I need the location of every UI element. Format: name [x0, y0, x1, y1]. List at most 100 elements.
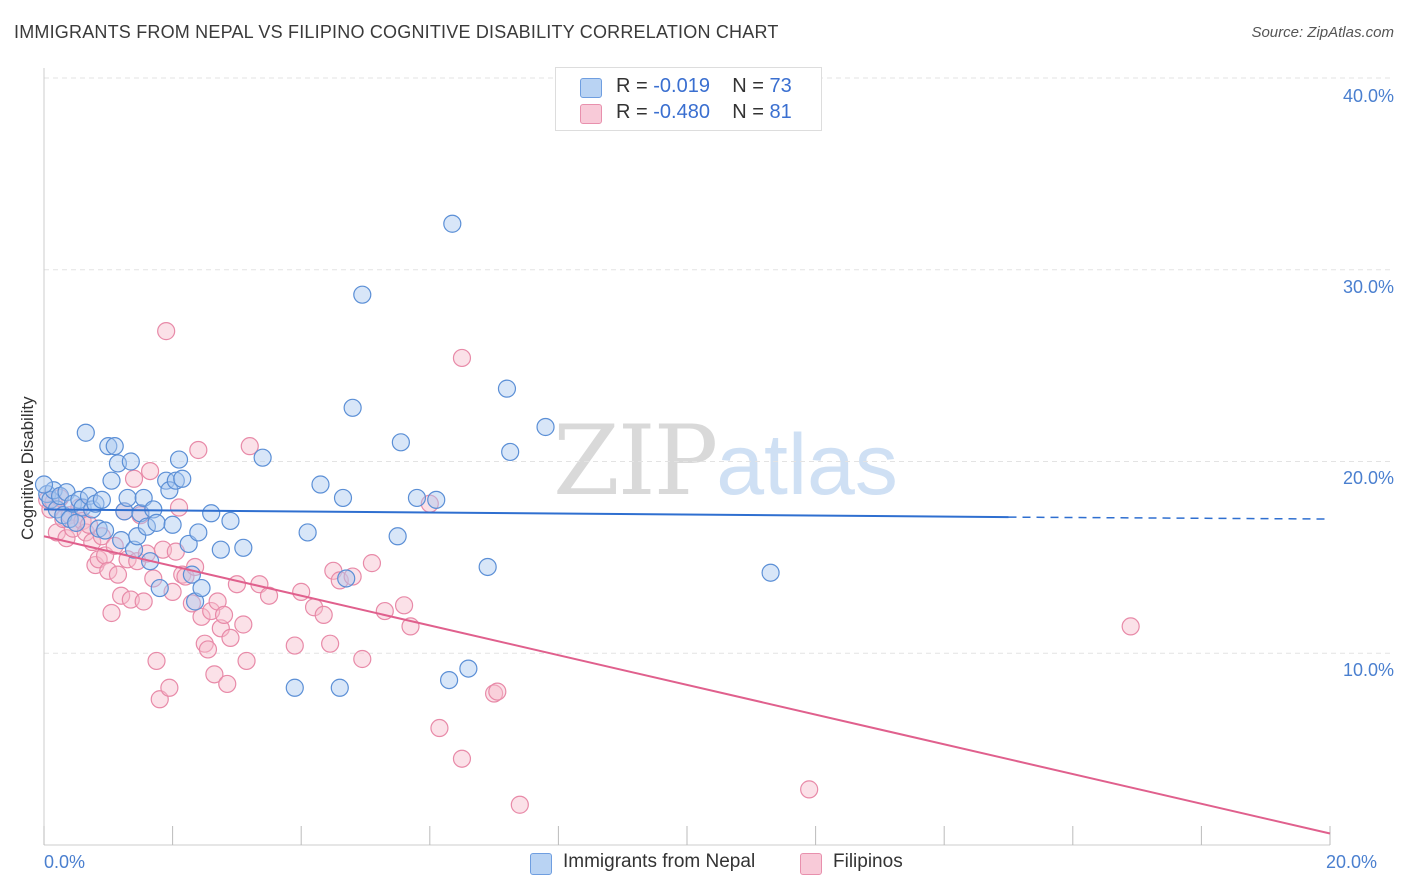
nepal-point	[202, 504, 221, 523]
nepal-point	[443, 214, 462, 233]
axes	[43, 68, 1331, 846]
filipino-point	[321, 634, 340, 653]
nepal-trend-line	[43, 508, 1009, 519]
filipinos-swatch	[580, 104, 602, 124]
filipino-point	[343, 567, 362, 586]
filipino-point	[157, 322, 176, 341]
nepal-point	[92, 490, 111, 509]
filipino-point	[488, 682, 507, 701]
nepal-point	[173, 469, 192, 488]
filipino-point	[147, 651, 166, 671]
filipino-point	[112, 586, 131, 605]
filipino-point	[314, 605, 333, 625]
nepal-point	[333, 488, 353, 508]
r-label: R =	[616, 101, 648, 123]
filipino-point	[800, 780, 819, 799]
filipino-point	[189, 440, 208, 460]
nepal-point	[330, 678, 349, 697]
filipino-point	[353, 649, 372, 669]
nepal-point	[234, 538, 253, 557]
filipino-point	[198, 640, 218, 659]
filipino-point	[102, 603, 121, 623]
n-value: 81	[769, 101, 792, 123]
nepal-point	[121, 452, 140, 471]
nepal-point	[311, 475, 330, 494]
filipino-point	[452, 749, 472, 768]
filipino-point	[99, 561, 118, 580]
nepal-point	[163, 515, 182, 534]
filipino-point	[192, 607, 211, 626]
filipino-point	[240, 437, 259, 456]
nepal-point	[761, 563, 780, 582]
nepal-point	[353, 285, 372, 304]
filipino-point	[205, 665, 224, 684]
nepal-point	[211, 540, 230, 559]
nepal-point	[192, 578, 211, 598]
nepal-point	[439, 670, 459, 690]
y-tick-label: 30.0%	[1342, 277, 1394, 297]
filipino-trend-line	[43, 535, 1331, 835]
y-tick-label: 10.0%	[1342, 660, 1394, 680]
nepal-point	[388, 527, 407, 546]
nepal-point	[459, 659, 478, 678]
filipino-point	[108, 565, 128, 584]
filipino-point	[452, 348, 472, 368]
nepal-point	[536, 417, 555, 437]
filipinos-swatch	[800, 853, 822, 875]
nepal-point	[497, 379, 517, 398]
nepal-point	[147, 513, 166, 532]
nepal-point	[343, 398, 362, 417]
filipino-point	[285, 636, 304, 655]
nepal-point	[166, 471, 185, 490]
filipino-point	[160, 678, 179, 697]
watermark: ZIPatlas	[553, 405, 898, 517]
r-label: R =	[616, 75, 648, 97]
n-label: N =	[732, 75, 764, 97]
nepal-point	[427, 490, 446, 509]
watermark-atlas: atlas	[716, 417, 898, 513]
nepal-point	[102, 471, 121, 490]
filipino-point	[510, 795, 529, 814]
grid-lines	[44, 77, 1392, 654]
nepal-point	[76, 423, 95, 442]
nepal-swatch	[580, 78, 602, 98]
filipino-point	[394, 596, 414, 615]
nepal-point	[115, 502, 134, 521]
nepal-point	[34, 475, 54, 494]
nepal-point	[99, 437, 118, 456]
trend-lines	[43, 508, 1331, 835]
nepal-point	[337, 569, 356, 588]
nepal-point	[118, 488, 137, 508]
nepal-point	[407, 488, 427, 508]
r-value: -0.019	[653, 75, 710, 97]
filipino-point	[134, 592, 153, 611]
y-tick-label: 20.0%	[1342, 468, 1394, 488]
nepal-point	[160, 481, 179, 500]
filipino-point	[485, 684, 504, 703]
legend-label: Filipinos	[833, 851, 903, 872]
nepal-point	[128, 527, 147, 546]
nepal-point	[157, 471, 176, 490]
filipino-point	[259, 586, 279, 605]
filipino-point	[124, 469, 144, 488]
filipino-point	[362, 554, 382, 573]
filipino-point	[195, 634, 214, 653]
filipino-point	[218, 674, 237, 694]
nepal-point	[95, 521, 115, 540]
n-value: 73	[769, 75, 792, 97]
filipino-point	[430, 718, 449, 738]
nepal-points	[34, 214, 780, 697]
nepal-point	[105, 437, 124, 456]
filipino-point	[237, 651, 256, 671]
legend-label: Immigrants from Nepal	[563, 851, 756, 872]
nepal-point	[124, 540, 144, 559]
nepal-point	[150, 578, 169, 598]
nepal-point	[253, 448, 272, 467]
nepal-point	[67, 513, 86, 532]
filipino-point	[1121, 617, 1140, 636]
stats-box: R = -0.019 N = 73 R = -0.480 N = 81	[555, 67, 822, 131]
filipino-point	[214, 605, 234, 625]
nepal-point	[169, 450, 189, 469]
nepal-point	[501, 442, 520, 462]
